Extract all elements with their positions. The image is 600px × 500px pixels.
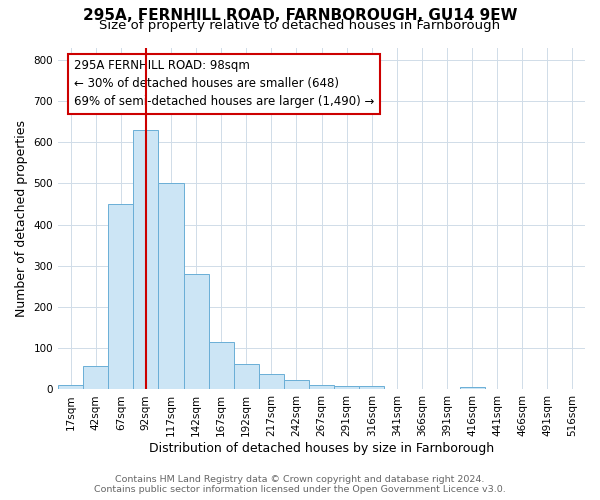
- Text: 295A, FERNHILL ROAD, FARNBOROUGH, GU14 9EW: 295A, FERNHILL ROAD, FARNBOROUGH, GU14 9…: [83, 8, 517, 22]
- Bar: [133, 130, 158, 390]
- Bar: [209, 342, 233, 390]
- X-axis label: Distribution of detached houses by size in Farnborough: Distribution of detached houses by size …: [149, 442, 494, 455]
- Text: 295A FERNHILL ROAD: 98sqm
← 30% of detached houses are smaller (648)
69% of semi: 295A FERNHILL ROAD: 98sqm ← 30% of detac…: [74, 60, 374, 108]
- Bar: [233, 364, 259, 390]
- Bar: [460, 386, 485, 390]
- Bar: [83, 366, 108, 390]
- Text: Size of property relative to detached houses in Farnborough: Size of property relative to detached ho…: [100, 18, 500, 32]
- Bar: [284, 380, 309, 390]
- Bar: [184, 274, 209, 390]
- Bar: [334, 386, 359, 390]
- Bar: [359, 386, 384, 390]
- Bar: [158, 184, 184, 390]
- Bar: [58, 386, 83, 390]
- Y-axis label: Number of detached properties: Number of detached properties: [15, 120, 28, 317]
- Bar: [259, 374, 284, 390]
- Bar: [108, 204, 133, 390]
- Bar: [309, 386, 334, 390]
- Text: Contains HM Land Registry data © Crown copyright and database right 2024.
Contai: Contains HM Land Registry data © Crown c…: [94, 474, 506, 494]
